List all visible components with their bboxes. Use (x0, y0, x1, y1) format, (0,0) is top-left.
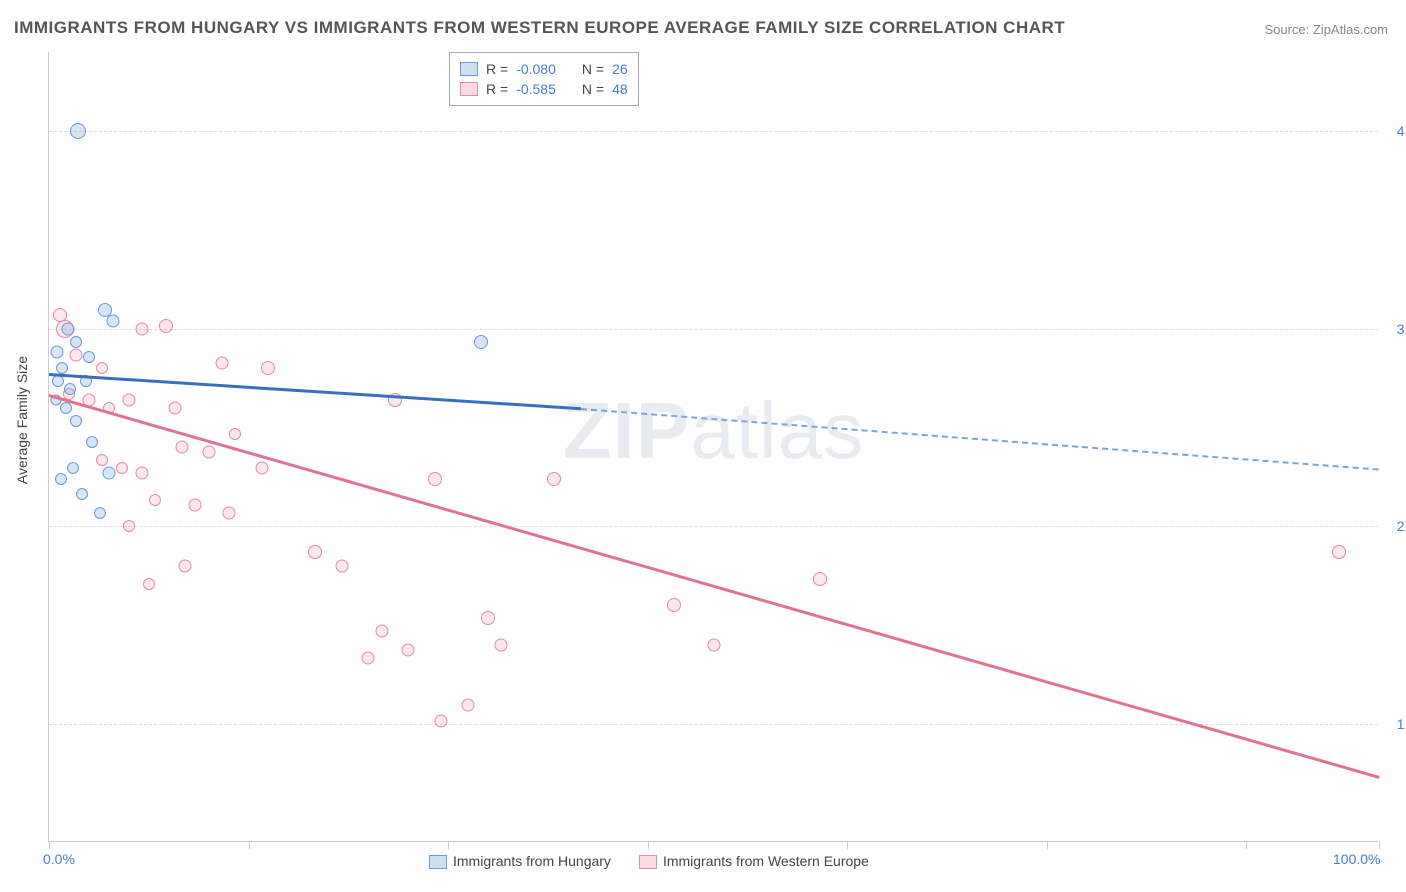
marker-hungary (61, 322, 74, 335)
x-tick-label: 0.0% (43, 851, 75, 867)
marker-western-europe (255, 462, 268, 475)
marker-western-europe (261, 361, 275, 375)
marker-western-europe (813, 572, 827, 586)
marker-hungary (70, 336, 82, 348)
marker-western-europe (547, 472, 561, 486)
legend-r-label: R = (486, 61, 508, 77)
marker-hungary (70, 415, 82, 427)
marker-hungary (64, 383, 76, 395)
marker-western-europe (1332, 545, 1346, 559)
legend-r-value: -0.585 (516, 81, 556, 97)
gridline-h (49, 131, 1378, 132)
legend-n-label: N = (582, 81, 604, 97)
marker-western-europe (136, 322, 149, 335)
x-tick-label: 100.0% (1333, 851, 1380, 867)
marker-western-europe (481, 611, 495, 625)
series-legend: Immigrants from Hungary Immigrants from W… (429, 853, 869, 869)
legend-r-label: R = (486, 81, 508, 97)
y-tick-label: 3.25 (1397, 321, 1406, 337)
marker-western-europe (461, 699, 474, 712)
marker-western-europe (435, 714, 448, 727)
correlation-legend: R = -0.080 N = 26 R = -0.585 N = 48 (449, 52, 639, 106)
gridline-h (49, 526, 1378, 527)
marker-western-europe (667, 598, 681, 612)
x-tick (1047, 841, 1048, 849)
legend-swatch (460, 82, 478, 96)
trend-hungary-dashed (581, 408, 1379, 471)
watermark: ZIPatlas (563, 385, 864, 477)
y-tick-label: 2.50 (1397, 518, 1406, 534)
marker-western-europe (178, 559, 191, 572)
x-tick (648, 841, 649, 849)
marker-western-europe (122, 393, 135, 406)
legend-swatch (460, 62, 478, 76)
legend-n-value: 26 (612, 61, 628, 77)
legend-item: Immigrants from Western Europe (639, 853, 869, 869)
marker-western-europe (136, 467, 149, 480)
marker-western-europe (189, 498, 202, 511)
x-tick (249, 841, 250, 849)
x-tick (49, 841, 50, 849)
marker-hungary (76, 488, 88, 500)
marker-western-europe (176, 441, 189, 454)
marker-western-europe (495, 638, 508, 651)
legend-item: Immigrants from Hungary (429, 853, 611, 869)
x-tick (1379, 841, 1380, 849)
legend-swatch (639, 855, 657, 869)
y-tick-label: 4.00 (1397, 123, 1406, 139)
marker-western-europe (96, 362, 108, 374)
legend-swatch (429, 855, 447, 869)
legend-label: Immigrants from Western Europe (663, 853, 869, 869)
legend-n-label: N = (582, 61, 604, 77)
marker-western-europe (229, 428, 241, 440)
x-tick (1246, 841, 1247, 849)
marker-western-europe (69, 348, 82, 361)
legend-row: R = -0.585 N = 48 (460, 79, 628, 99)
marker-western-europe (96, 454, 108, 466)
legend-row: R = -0.080 N = 26 (460, 59, 628, 79)
y-tick-label: 1.75 (1397, 716, 1406, 732)
marker-hungary (56, 362, 68, 374)
marker-hungary (55, 473, 67, 485)
marker-western-europe (362, 651, 375, 664)
legend-label: Immigrants from Hungary (453, 853, 611, 869)
legend-n-value: 48 (612, 81, 628, 97)
marker-western-europe (159, 319, 173, 333)
gridline-h (49, 724, 1378, 725)
x-tick (847, 841, 848, 849)
marker-western-europe (143, 578, 155, 590)
marker-western-europe (375, 625, 388, 638)
marker-hungary (474, 335, 488, 349)
marker-hungary (50, 346, 63, 359)
marker-western-europe (215, 356, 228, 369)
source-attribution: Source: ZipAtlas.com (1264, 22, 1388, 37)
marker-western-europe (708, 638, 721, 651)
marker-western-europe (202, 446, 215, 459)
marker-hungary (67, 462, 79, 474)
marker-hungary (70, 123, 86, 139)
marker-western-europe (428, 472, 442, 486)
marker-western-europe (116, 462, 128, 474)
marker-hungary (60, 402, 72, 414)
marker-western-europe (149, 494, 161, 506)
marker-western-europe (222, 506, 235, 519)
marker-western-europe (308, 545, 322, 559)
marker-western-europe (335, 559, 348, 572)
marker-hungary (52, 375, 64, 387)
marker-hungary (106, 314, 119, 327)
marker-western-europe (169, 401, 182, 414)
legend-r-value: -0.080 (516, 61, 556, 77)
x-tick (448, 841, 449, 849)
plot-area: ZIPatlas R =-0.080N =26R =-0.585N =48 Im… (48, 52, 1378, 842)
marker-western-europe (402, 643, 415, 656)
y-axis-label: Average Family Size (14, 356, 30, 484)
trend-western-europe (49, 394, 1380, 778)
chart-title: IMMIGRANTS FROM HUNGARY VS IMMIGRANTS FR… (14, 18, 1065, 38)
marker-hungary (102, 467, 115, 480)
marker-hungary (94, 507, 106, 519)
marker-hungary (86, 436, 98, 448)
marker-western-europe (123, 520, 135, 532)
marker-hungary (83, 351, 95, 363)
gridline-h (49, 329, 1378, 330)
